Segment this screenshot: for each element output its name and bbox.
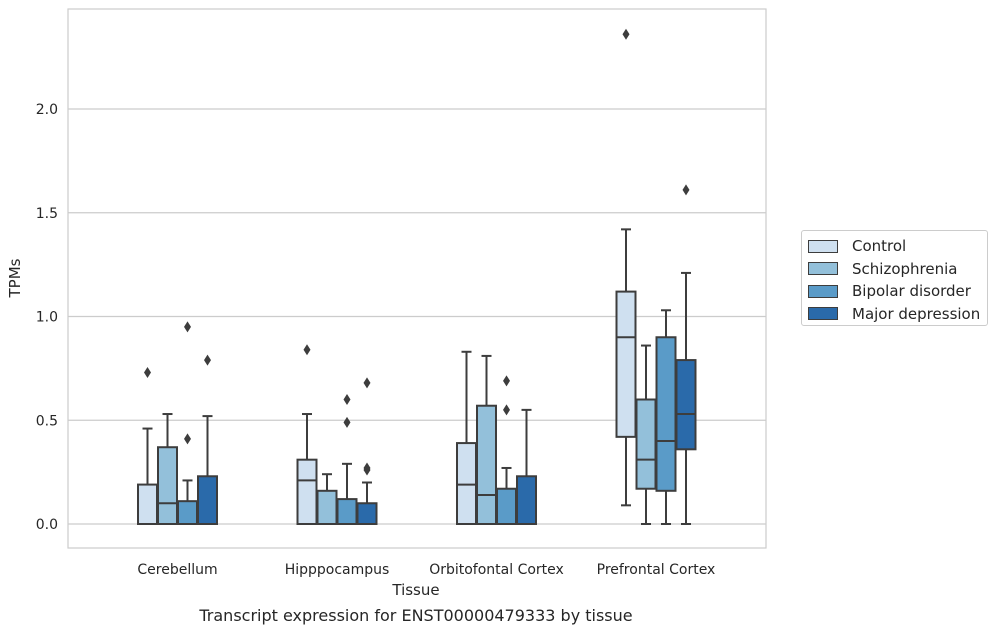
box-iqr (635, 398, 657, 490)
y-axis-label: TPMs (6, 258, 24, 298)
box-iqr (675, 359, 697, 451)
outlier-point (184, 321, 191, 333)
box-iqr (296, 458, 318, 525)
y-tick-label: 2.0 (36, 102, 58, 118)
x-tick-labels: Cerebellum Hipppocampus Orbitofontal Corte… (137, 562, 715, 578)
box-iqr (356, 502, 378, 525)
legend-label: Major depression (852, 304, 981, 323)
box-schizophrenia (316, 473, 338, 525)
legend-label: Schizophrenia (852, 259, 958, 278)
outlier-point (303, 344, 311, 356)
y-tick-label: 1.5 (36, 206, 58, 222)
figure-caption: Transcript expression for ENST0000047933… (199, 606, 633, 625)
box-iqr (615, 290, 637, 438)
box-control (615, 28, 637, 507)
legend-item: Schizophrenia (808, 258, 981, 281)
x-axis-label: Tissue (391, 581, 439, 599)
y-tick-label: 1.0 (36, 310, 58, 326)
box-iqr (476, 404, 497, 526)
box-iqr (197, 475, 218, 525)
legend-item: Major depression (808, 303, 981, 326)
box-iqr (655, 336, 677, 492)
plot-frame (67, 8, 767, 549)
box-iqr (137, 483, 158, 526)
box-major-depression (675, 184, 697, 525)
outlier-point (184, 433, 191, 445)
y-tick-labels: 0.0 0.5 1.0 1.5 2.0 (36, 102, 58, 533)
box-schizophrenia (635, 344, 657, 525)
box-iqr (177, 500, 198, 525)
box-iqr (496, 487, 517, 526)
x-tick-label: Cerebellum (137, 562, 217, 578)
outlier-point (503, 404, 510, 416)
legend-swatch (808, 262, 838, 276)
box-iqr (516, 475, 537, 525)
box-bipolar-disorder (655, 309, 677, 525)
legend-item: Control (808, 235, 981, 258)
outlier-point (343, 394, 351, 405)
outlier-point (682, 184, 690, 196)
box-control (137, 367, 158, 526)
legend-label: Bipolar disorder (852, 282, 971, 301)
box-control (456, 350, 477, 526)
outlier-point (343, 416, 351, 428)
legend-swatch (808, 284, 838, 298)
x-tick-label: Orbitofontal Cortex (429, 562, 564, 578)
legend-item: Bipolar disorder (808, 280, 981, 303)
box-schizophrenia (476, 354, 497, 526)
outlier-point (363, 377, 371, 389)
legend: Control Schizophrenia Bipolar disorder Majo… (801, 230, 988, 326)
outlier-point (204, 354, 211, 366)
outlier-point (503, 375, 510, 387)
outlier-point (363, 462, 371, 474)
box-schizophrenia (157, 413, 178, 526)
box-iqr (316, 489, 338, 525)
box-iqr (336, 498, 358, 526)
boxes (137, 28, 697, 526)
x-tick-label: Prefrontal Cortex (597, 562, 716, 578)
y-tick-label: 0.0 (36, 517, 58, 533)
box-major-depression (197, 354, 218, 525)
outlier-point (622, 28, 630, 40)
y-tick-label: 0.5 (36, 413, 58, 429)
legend-swatch (808, 307, 838, 321)
box-bipolar-disorder (177, 321, 198, 525)
outlier-point (144, 367, 151, 379)
legend-label: Control (852, 237, 907, 256)
legend-swatch (808, 239, 838, 253)
box-bipolar-disorder (496, 375, 517, 526)
box-bipolar-disorder (336, 394, 358, 526)
box-iqr (157, 446, 178, 526)
box-iqr (456, 442, 477, 526)
box-control (296, 344, 318, 525)
box-major-depression (356, 377, 378, 525)
x-tick-label: Hipppocampus (285, 562, 390, 578)
box-major-depression (516, 408, 537, 525)
